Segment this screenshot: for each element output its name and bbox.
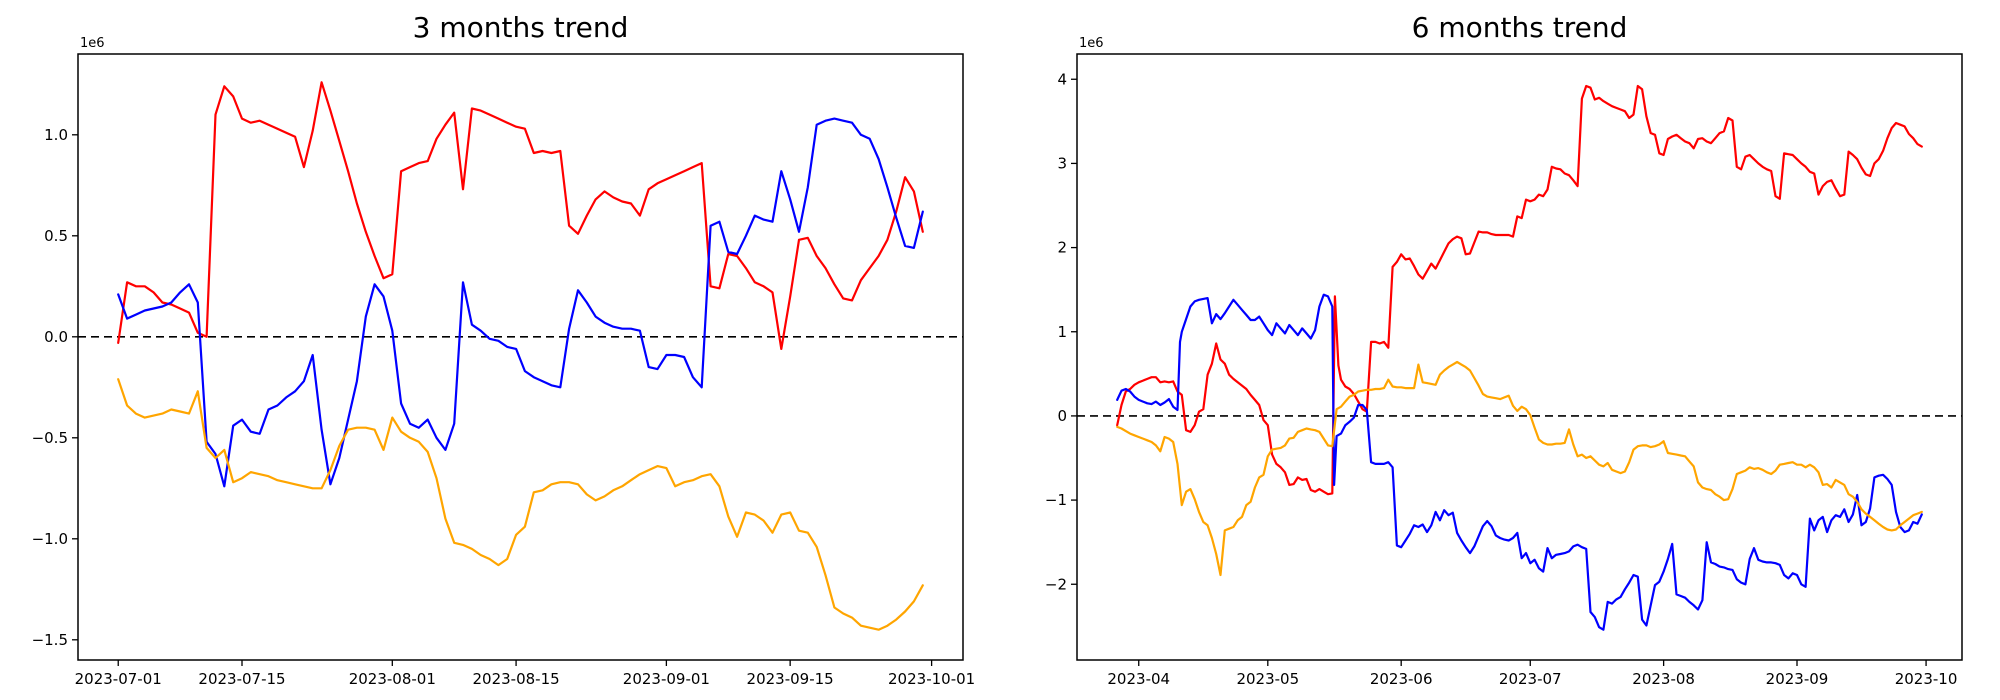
x-tick-label: 2023-08 [1632, 670, 1695, 688]
series-line-blue [1116, 293, 1923, 631]
series-line-orange [1116, 360, 1923, 577]
series-line-red [117, 81, 924, 350]
series-line-orange [117, 378, 924, 631]
x-tick-label: 2023-09-01 [623, 670, 710, 688]
y-tick-label: −1 [1045, 491, 1067, 509]
x-tick-label: 2023-08-01 [349, 670, 436, 688]
x-tick-label: 2023-08-15 [472, 670, 559, 688]
y-tick-label: 1 [1057, 323, 1067, 341]
y-tick-label: 0.5 [44, 227, 68, 245]
y-tick-label: 0.0 [44, 328, 68, 346]
series-group-0 [78, 81, 963, 631]
chart-title-6-months: 6 months trend [1411, 11, 1628, 44]
x-tick-label: 2023-07-01 [75, 670, 162, 688]
x-tick-label: 2023-04 [1107, 670, 1170, 688]
axis-offset-label: 1e6 [1079, 36, 1104, 51]
series-line-red [1116, 84, 1923, 496]
y-tick-label: 2 [1057, 239, 1067, 257]
axis-offset-label: 1e6 [80, 36, 105, 51]
chart-title-3-months: 3 months trend [412, 11, 629, 44]
x-tick-label: 2023-10-01 [888, 670, 975, 688]
y-tick-label: 1.0 [44, 126, 68, 144]
y-tick-label: −2 [1045, 575, 1067, 593]
x-tick-label: 2023-07-15 [198, 670, 285, 688]
y-tick-label: −0.5 [32, 429, 68, 447]
x-tick-label: 2023-06 [1370, 670, 1433, 688]
x-tick-label: 2023-10 [1895, 670, 1958, 688]
y-tick-label: 0 [1057, 407, 1067, 425]
y-tick-label: 3 [1057, 154, 1067, 172]
x-tick-label: 2023-05 [1236, 670, 1299, 688]
axes-frame [1076, 53, 1963, 661]
x-tick-label: 2023-09-15 [747, 670, 834, 688]
y-tick-label: −1.0 [32, 530, 68, 548]
series-group-1 [1077, 84, 1962, 631]
x-tick-label: 2023-07 [1499, 670, 1562, 688]
x-tick-label: 2023-09 [1766, 670, 1829, 688]
axes-frame [77, 53, 964, 661]
y-tick-label: −1.5 [32, 631, 68, 649]
y-tick-label: 4 [1057, 70, 1067, 88]
series-line-blue [117, 117, 924, 488]
